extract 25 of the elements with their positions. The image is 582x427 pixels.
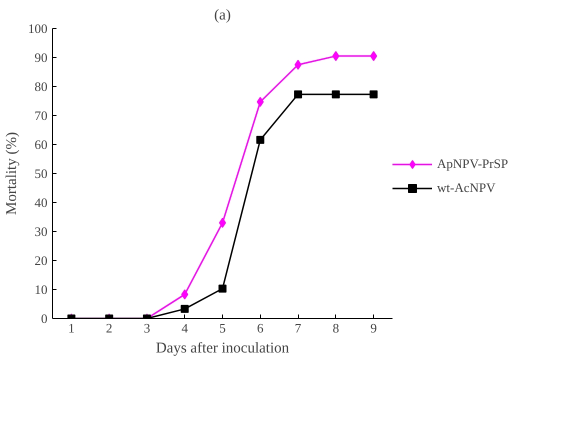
x-tick-label: 4: [181, 320, 188, 336]
legend-label: ApNPV-PrSP: [437, 156, 508, 172]
x-tick-label: 7: [294, 320, 302, 336]
y-tick-label: 100: [28, 21, 48, 36]
y-tick-label: 30: [34, 224, 48, 239]
x-tick-label: 9: [370, 320, 377, 336]
x-tick-label: 2: [106, 320, 112, 336]
y-tick-label: 0: [41, 311, 48, 326]
x-tick-label: 1: [68, 320, 75, 336]
x-tick-label: 3: [144, 320, 150, 336]
x-tick-label: 6: [257, 320, 264, 336]
y-tick-label: 40: [34, 195, 48, 210]
y-tick-label: 10: [34, 282, 48, 297]
y-axis-title: Mortality (%): [4, 132, 20, 215]
x-tick-label: 5: [219, 320, 226, 336]
legend-label: wt-AcNPV: [437, 180, 496, 196]
x-axis-title: Days after inoculation: [156, 340, 290, 356]
chart-title: (a): [214, 8, 231, 24]
y-tick-label: 90: [34, 50, 48, 65]
y-tick-label: 50: [34, 166, 48, 181]
y-tick-label: 60: [34, 137, 48, 152]
y-tick-label: 20: [34, 253, 48, 268]
x-tick-label: 8: [332, 320, 340, 336]
y-tick-label: 80: [34, 79, 48, 94]
y-tick-label: 70: [34, 108, 48, 123]
